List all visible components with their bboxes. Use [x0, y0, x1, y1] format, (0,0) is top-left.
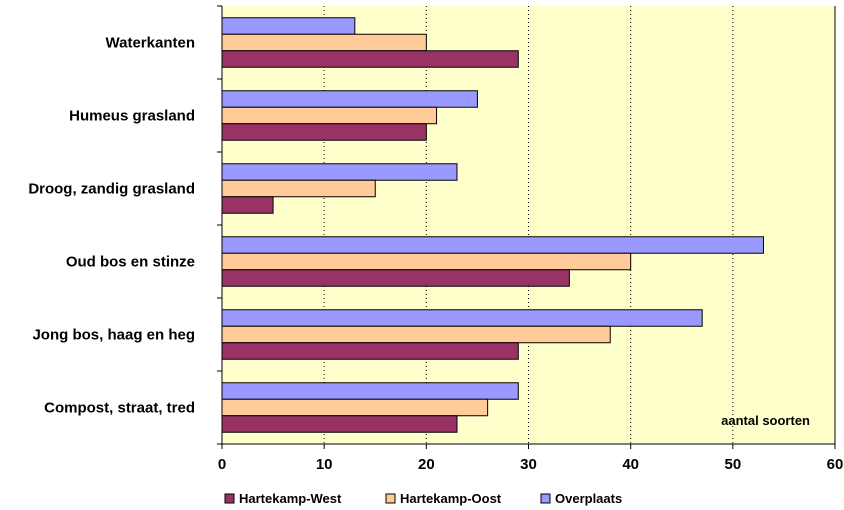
category-label: Droog, zandig grasland — [28, 181, 195, 198]
category-label: Waterkanten — [106, 35, 195, 52]
x-tick-label-10: 10 — [316, 456, 333, 473]
x-tick-label-20: 20 — [418, 456, 435, 473]
x-tick-label-50: 50 — [724, 456, 741, 473]
bar-hartekamp-oost-4 — [221, 325, 611, 344]
bar-hartekamp-oost-3 — [221, 252, 632, 271]
bar-hartekamp-west-3 — [221, 269, 570, 287]
legend: Hartekamp-West Hartekamp-Oost Overplaats — [224, 491, 622, 506]
x-tick-label-60: 60 — [827, 456, 844, 473]
bar-hartekamp-west-5 — [221, 415, 458, 433]
bar-hartekamp-oost-2 — [221, 179, 376, 198]
x-tick-label-40: 40 — [622, 456, 639, 473]
bar-hartekamp-oost-0 — [221, 33, 427, 52]
x-tick-label-30: 30 — [520, 456, 537, 473]
bar-hartekamp-west-1 — [221, 123, 427, 141]
bar-overplaats-0 — [221, 17, 356, 35]
legend-label-overplaats: Overplaats — [555, 491, 622, 506]
x-tick-label-0: 0 — [218, 456, 226, 473]
x-tick-labels: 0 10 20 30 40 50 60 — [218, 456, 844, 473]
bar-hartekamp-west-4 — [221, 342, 519, 360]
legend-swatch-hartekamp-west — [224, 493, 235, 504]
axes — [217, 5, 836, 449]
axis-annotation: aantal soorten — [721, 413, 810, 428]
category-label: Oud bos en stinze — [66, 254, 195, 271]
category-labels: Waterkanten Humeus grasland Droog, zandig … — [28, 35, 195, 417]
bar-hartekamp-oost-1 — [221, 106, 438, 125]
bar-overplaats-1 — [221, 90, 478, 108]
category-label: Humeus grasland — [69, 108, 195, 125]
bar-overplaats-2 — [221, 163, 458, 181]
plot-area — [222, 6, 835, 444]
legend-swatch-hartekamp-oost — [385, 493, 396, 504]
category-label: Compost, straat, tred — [44, 400, 195, 417]
bar-overplaats-3 — [221, 236, 764, 254]
category-label: Jong bos, haag en heg — [32, 327, 195, 344]
bar-overplaats-4 — [221, 309, 703, 327]
legend-swatch-overplaats — [540, 493, 551, 504]
bar-hartekamp-west-0 — [221, 50, 519, 68]
bar-overplaats-5 — [221, 382, 519, 400]
legend-label-hartekamp-west: Hartekamp-West — [239, 491, 342, 506]
bar-hartekamp-west-2 — [221, 196, 274, 214]
bar-hartekamp-oost-5 — [221, 398, 489, 417]
legend-label-hartekamp-oost: Hartekamp-Oost — [400, 491, 502, 506]
